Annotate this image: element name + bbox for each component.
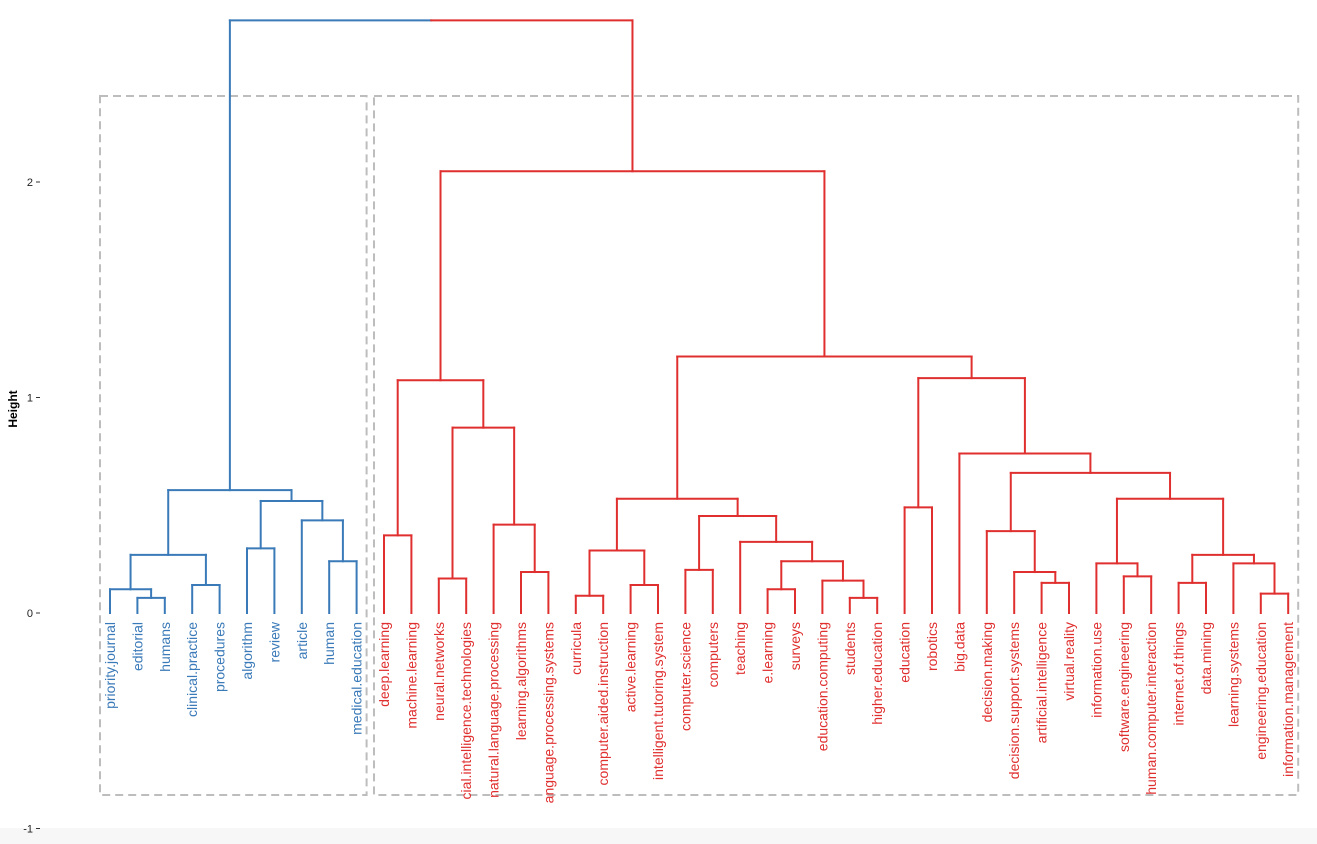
leaf-label: e.learning [760,622,776,684]
leaf-label: virtual.reality [1061,622,1077,701]
leaf-label: active.learning [623,622,639,712]
leaf-label: article [294,622,310,660]
y-tick-label: 1 [27,393,33,405]
leaf-label: computer.science [677,622,693,731]
leaf-label: computer.aided.instruction [595,622,611,785]
leaf-label: learning.algorithms [513,622,529,740]
leaf-label: education [897,622,913,683]
leaf-label: procedures [212,622,228,692]
y-tick-label: 2 [27,177,33,189]
leaf-label: neural.networks [431,622,447,721]
cluster-boxes [99,95,1300,796]
cluster-box-0 [99,95,368,796]
bottom-strip [0,828,1317,844]
leaf-label: review [266,621,282,662]
leaf-label: computers [705,622,721,687]
leaf-label: algorithm [239,622,255,680]
leaf-label: higher.education [869,622,885,725]
leaf-label: editorial [129,622,145,671]
leaf-labels: priority.journal editorial humans clinical.… [102,621,1296,803]
leaf-label: intelligent.tutoring.system [650,622,666,780]
leaf-label: human [321,622,337,665]
y-axis: 2 1 0 -1 [23,177,40,836]
leaf-label: engineering.education [1253,622,1269,760]
branches [109,19,1290,614]
leaf-label: decision.support.systems [1006,622,1022,779]
leaf-label: software.engineering [1116,622,1132,752]
leaf-label: information.management [1280,622,1296,777]
y-tick-label: -1 [23,824,33,836]
leaf-label: education.computing [814,622,830,751]
leaf-label: human.computer.interaction [1143,622,1159,795]
leaf-label: natural.language.processing [486,622,502,798]
leaf-label: humans [157,622,173,672]
y-tick-label: 0 [27,608,33,620]
leaf-label: internet.of.things [1171,622,1187,726]
leaf-label: clinical.practice [184,622,200,717]
leaf-label: medical.education [349,622,365,735]
leaf-label: decision.making [979,622,995,722]
leaf-label: artificial.intelligence [1034,622,1050,744]
y-axis-title: Height [6,390,20,427]
leaf-label: teaching [732,622,748,675]
cluster-box-1 [373,95,1300,796]
leaf-label: information.use [1088,622,1104,718]
leaf-label: big.data [951,622,967,672]
leaf-label: cial.intelligence.technologies [458,622,474,799]
leaf-label: learning.systems [1225,622,1241,727]
leaf-label: priority.journal [102,622,118,709]
leaf-label: students [842,622,858,675]
leaf-label: curricula [568,622,584,675]
leaf-label: robotics [924,622,940,671]
leaf-label: deep.learning [376,622,392,707]
leaf-label: anguage.processing.systems [540,622,556,803]
leaf-label: data.mining [1198,622,1214,694]
leaf-label: machine.learning [403,622,419,729]
leaf-label: surveys [787,622,803,670]
